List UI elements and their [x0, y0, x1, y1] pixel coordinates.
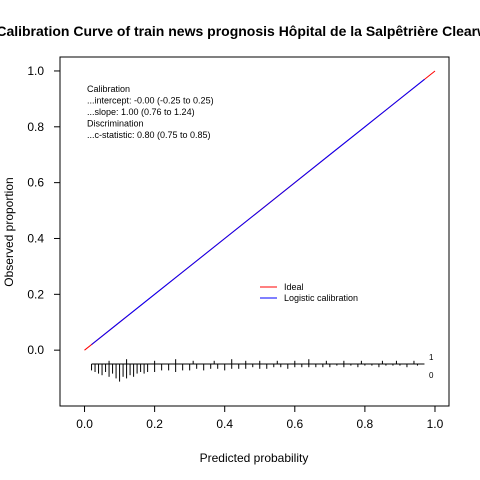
annotation-line: Calibration — [87, 84, 130, 94]
series-lines — [84, 70, 436, 351]
x-axis: 0.0 0.2 0.4 0.6 0.8 1.0 — [76, 406, 444, 431]
x-tick-label: 0.4 — [216, 417, 233, 431]
plot-frame — [59, 56, 450, 407]
rug-label-events: 1 — [429, 353, 434, 362]
x-tick-label: 0.0 — [76, 417, 93, 431]
series-line — [91, 78, 425, 345]
y-tick-label: 0.8 — [27, 120, 44, 134]
y-tick-label: 0.6 — [27, 176, 44, 190]
rug-label-nonevents: 0 — [429, 371, 434, 380]
y-tick-label: 1.0 — [27, 64, 44, 78]
annotation-line: Discrimination — [87, 119, 144, 129]
x-tick-label: 0.6 — [286, 417, 303, 431]
y-axis-label: Observed proportion — [2, 177, 16, 286]
calibration-stats-annotation: Calibration ...intercept: -0.00 (-0.25 to… — [87, 84, 214, 140]
y-axis: 0.0 0.2 0.4 0.6 0.8 1.0 — [27, 64, 60, 357]
annotation-line: ...intercept: -0.00 (-0.25 to 0.25) — [87, 96, 214, 106]
x-axis-label: Predicted probability — [200, 451, 309, 465]
annotation-line: ...slope: 1.00 (0.76 to 1.24) — [87, 107, 195, 117]
x-tick-label: 1.0 — [427, 417, 444, 431]
y-tick-label: 0.4 — [27, 231, 44, 245]
legend-label: Ideal — [284, 282, 304, 292]
y-tick-label: 0.2 — [27, 287, 44, 301]
y-tick-label: 0.0 — [27, 343, 44, 357]
annotation-line: ...c-statistic: 0.80 (0.75 to 0.85) — [87, 130, 211, 140]
x-tick-label: 0.2 — [146, 417, 163, 431]
legend-label: Logistic calibration — [284, 293, 358, 303]
rug-plot: 10 — [91, 353, 434, 382]
x-tick-label: 0.8 — [357, 417, 374, 431]
chart-title: Calibration Curve of train news prognosi… — [0, 23, 480, 39]
